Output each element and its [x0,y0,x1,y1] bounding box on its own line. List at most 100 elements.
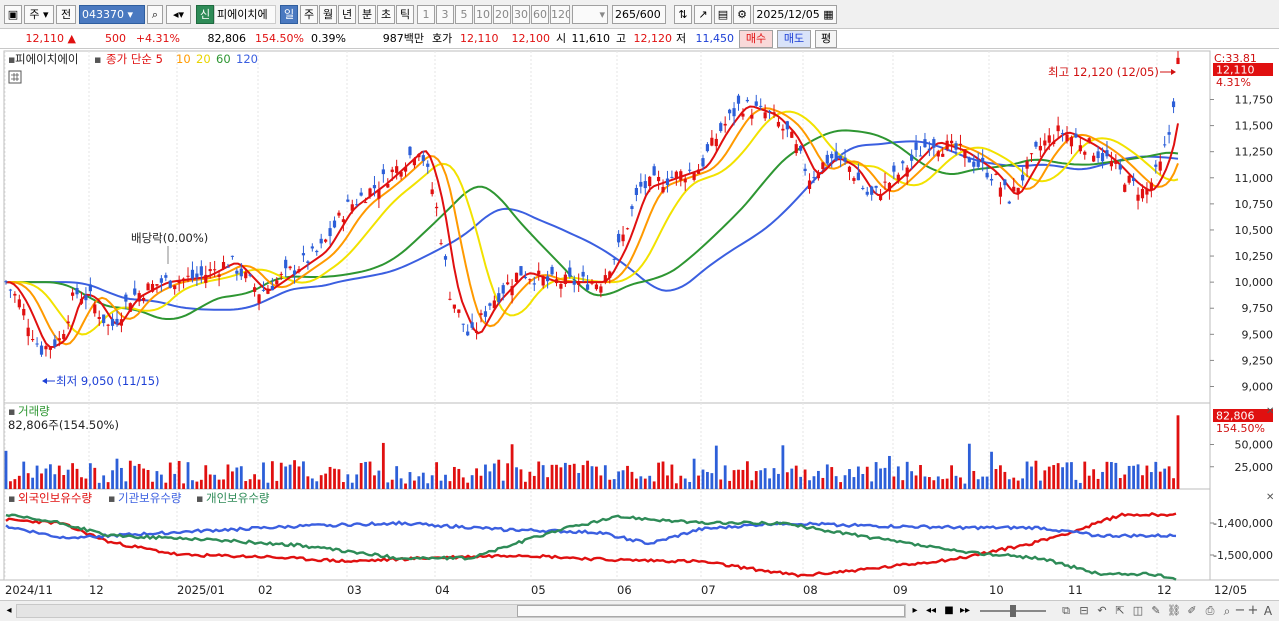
candle-body [1154,164,1158,167]
ma-legend-toggle-icon[interactable]: ▪ [8,53,15,66]
trade-amount: 987백만 [382,32,424,45]
count-input[interactable]: 265/600 [612,5,666,24]
candle-body [732,108,736,117]
minus-icon[interactable]: − [1234,603,1246,618]
candle-body [310,246,314,249]
print-icon[interactable]: ⎙ [1205,604,1215,617]
volume-bar [976,479,980,489]
scroll-right-icon[interactable]: ▸ [912,605,918,616]
grid-icon[interactable] [8,70,22,84]
trend-tool-icon[interactable]: ↗ [694,5,712,24]
draw-icon[interactable]: ✎ [1151,604,1161,617]
candle-body [874,185,878,188]
stock-code-input[interactable]: 043370 ▾ [79,5,145,24]
open-price: 11,610 [571,32,611,45]
stop-icon[interactable]: ■ [944,605,954,616]
interval-dropdown[interactable]: ▾ [572,5,608,24]
zoom-slider[interactable] [980,605,1046,617]
search-icon[interactable]: ⌕ [147,5,163,24]
candle-body [395,166,399,173]
speaker-icon[interactable]: ◂▾ [166,5,191,24]
cursor-icon[interactable]: ⇱ [1115,604,1125,617]
volume-bar [404,483,407,489]
copy-icon[interactable]: ⧉ [1062,604,1070,617]
interval-20[interactable]: 20 [493,5,511,24]
candle-body [226,266,230,268]
volume-bar [1110,462,1113,489]
sell-button[interactable]: 매도 [777,30,811,48]
volume-bar [350,482,354,489]
volume-bar [4,450,8,489]
volume-bar [164,482,168,489]
volume-bar [186,462,190,489]
candle-body [66,321,70,324]
edit-icon[interactable]: ✐ [1187,604,1197,617]
volume-title: 거래량 [18,404,50,418]
interval-60[interactable]: 60 [531,5,549,24]
scroll-thumb[interactable] [517,605,905,617]
gear-icon[interactable]: ⚙ [733,5,751,24]
plus-icon[interactable]: + [1247,603,1259,618]
link-icon[interactable]: ⛓ [1167,604,1181,617]
volume-bar [1163,468,1167,489]
candle-body [554,279,559,284]
period-dropdown[interactable]: 주 ▾ [24,5,54,24]
last-price-tag [1213,63,1273,76]
interval-5[interactable]: 5 [455,5,473,24]
split-icon[interactable]: ⊟ [1079,604,1089,617]
volume-close-icon[interactable]: ✕ [1266,406,1274,417]
stock-chart[interactable]: ▪ 피에이치에이 ▪ 종가 단순 5 10 20 60 120 최고 12,12… [0,49,1279,600]
ma-10-label: 10 [176,52,191,66]
volume-subtitle: 82,806주(154.50%) [8,418,119,432]
candle-body [181,278,186,281]
font-size-icon[interactable]: A [1263,604,1273,618]
interval-1[interactable]: 1 [417,5,435,24]
arrow-left-icon [42,378,47,384]
scroll-left-icon[interactable]: ◂ [6,605,12,616]
forward-icon[interactable]: ▸▸ [959,605,971,616]
prev-button[interactable]: 전 [56,5,76,24]
tab-week[interactable]: 주 [300,5,318,24]
volume-bar [905,461,909,489]
volume-bar [559,467,563,489]
candle-body [328,228,332,237]
buy-button[interactable]: 매수 [739,30,773,48]
chart-type-icon[interactable]: ◫ [1132,604,1144,617]
holding-close-icon[interactable]: ✕ [1266,492,1274,503]
rewind-icon[interactable]: ◂◂ [925,605,937,616]
tab-month[interactable]: 월 [319,5,337,24]
volume-bar [466,482,470,489]
candle-body [1176,57,1180,64]
tab-second[interactable]: 초 [377,5,395,24]
tab-minute[interactable]: 분 [358,5,376,24]
interval-10[interactable]: 10 [474,5,492,24]
candle-body [84,295,88,301]
tab-day[interactable]: 일 [280,5,298,24]
compare-icon[interactable]: ⇅ [674,5,692,24]
zoom-slider-handle[interactable] [1010,605,1016,617]
date-picker[interactable]: 2025/12/05 ▦ [753,5,837,24]
volume-bar [697,475,700,489]
candle-body [1047,135,1051,143]
volume-bar [48,464,52,489]
volume-bar [475,468,478,489]
even-button[interactable]: 평 [815,30,837,48]
tab-year[interactable]: 년 [338,5,356,24]
interval-120[interactable]: 120 [550,5,570,24]
x-axis-label: 10 [989,583,1004,597]
volume-bar [452,466,456,489]
volume-bar [333,468,336,489]
interval-3[interactable]: 3 [436,5,454,24]
volume-bar [630,471,634,489]
zoom-out-search-icon[interactable]: ⌕ [1223,604,1231,618]
candle-body [1065,134,1069,142]
tab-tick[interactable]: 틱 [396,5,414,24]
candle-body [550,266,554,275]
interval-30[interactable]: 30 [512,5,530,24]
layout-icon[interactable]: ▣ [4,5,22,24]
back-icon[interactable]: ↶ [1097,604,1107,617]
scroll-track[interactable] [16,604,906,618]
volume-bar [941,479,945,489]
arrow-right-icon [1171,69,1176,75]
save-icon[interactable]: ▤ [714,5,732,24]
